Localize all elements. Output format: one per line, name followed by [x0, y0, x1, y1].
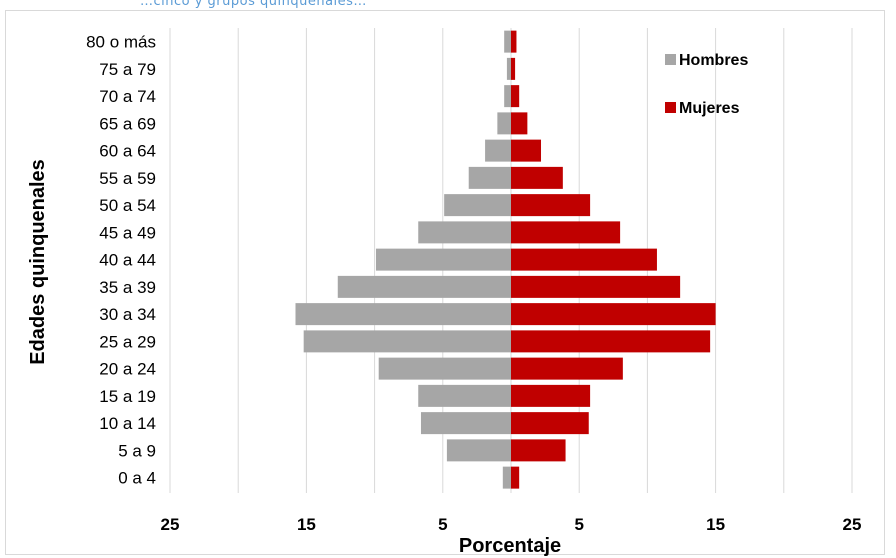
x-tick-label: 15	[706, 515, 725, 534]
x-tick-label: 5	[438, 515, 447, 534]
bar-hombres-55-a-59	[468, 166, 511, 189]
bar-hombres-0-a-4	[502, 466, 511, 489]
y-tick-label: 15 a 19	[99, 387, 156, 406]
bar-mujeres-55-a-59	[511, 166, 563, 189]
bar-mujeres-80-o-más	[511, 30, 517, 53]
y-tick-labels: 0 a 4 5 a 9 10 a 14 15 a 19 20 a 24 25 a 29 30…	[86, 33, 156, 488]
bar-hombres-40-a-44	[375, 248, 511, 271]
bar-mujeres-25-a-29	[511, 330, 711, 353]
bar-hombres-30-a-34	[295, 303, 511, 326]
x-tick-label: 5	[574, 515, 583, 534]
y-tick-label: 75 a 79	[99, 60, 156, 79]
x-tick-label: 15	[297, 515, 316, 534]
bar-hombres-80-o-más	[504, 30, 511, 53]
y-tick-label: 80 o más	[86, 33, 156, 52]
y-tick-label: 65 a 69	[99, 114, 156, 133]
y-tick-label: 10 a 14	[99, 414, 156, 433]
bar-mujeres-5-a-9	[511, 439, 566, 462]
bar-hombres-70-a-74	[504, 85, 511, 108]
y-tick-label: 60 a 64	[99, 142, 156, 161]
bar-hombres-60-a-64	[485, 139, 511, 162]
x-tick-labels: 25 15 5 5 15 25	[161, 515, 862, 534]
bar-mujeres-70-a-74	[511, 85, 520, 108]
bar-mujeres-65-a-69	[511, 112, 528, 135]
x-axis-title: Porcentaje	[459, 535, 561, 557]
y-tick-label: 35 a 39	[99, 278, 156, 297]
bar-hombres-50-a-54	[444, 194, 511, 217]
bar-hombres-65-a-69	[497, 112, 511, 135]
legend-swatch-mujeres	[665, 102, 676, 113]
bar-hombres-10-a-14	[420, 412, 511, 435]
bar-mujeres-50-a-54	[511, 194, 591, 217]
x-tick-label: 25	[843, 515, 862, 534]
bar-hombres-35-a-39	[337, 275, 511, 298]
bar-mujeres-30-a-34	[511, 303, 716, 326]
bar-hombres-15-a-19	[418, 384, 511, 407]
bar-hombres-20-a-24	[378, 357, 511, 380]
bar-mujeres-40-a-44	[511, 248, 657, 271]
bar-mujeres-15-a-19	[511, 384, 591, 407]
bar-mujeres-10-a-14	[511, 412, 589, 435]
bars	[295, 30, 716, 489]
y-tick-label: 20 a 24	[99, 360, 156, 379]
legend-label-mujeres: Mujeres	[679, 100, 740, 117]
bar-hombres-75-a-79	[506, 57, 511, 80]
bar-mujeres-0-a-4	[511, 466, 520, 489]
bar-hombres-45-a-49	[418, 221, 511, 244]
x-tick-label: 25	[161, 515, 180, 534]
bar-mujeres-45-a-49	[511, 221, 621, 244]
chart-frame	[5, 10, 885, 555]
y-tick-label: 50 a 54	[99, 196, 156, 215]
legend-swatch-hombres	[665, 54, 676, 65]
bar-mujeres-20-a-24	[511, 357, 623, 380]
legend-label-hombres: Hombres	[679, 52, 748, 69]
y-tick-label: 0 a 4	[118, 469, 156, 488]
clipped-caption-fragment: …cinco y grupos quinquenales…	[140, 0, 367, 9]
y-tick-label: 5 a 9	[118, 441, 156, 460]
y-tick-label: 30 a 34	[99, 305, 156, 324]
y-axis-title: Edades quinquenales	[27, 159, 49, 365]
y-tick-label: 55 a 59	[99, 169, 156, 188]
bar-mujeres-75-a-79	[511, 57, 516, 80]
y-tick-label: 45 a 49	[99, 223, 156, 242]
bar-mujeres-60-a-64	[511, 139, 542, 162]
y-tick-label: 25 a 29	[99, 332, 156, 351]
bar-hombres-5-a-9	[446, 439, 511, 462]
y-tick-label: 40 a 44	[99, 251, 156, 270]
bar-hombres-25-a-29	[303, 330, 511, 353]
y-tick-label: 70 a 74	[99, 87, 156, 106]
bar-mujeres-35-a-39	[511, 275, 681, 298]
legend: Hombres Mujeres	[665, 52, 748, 117]
